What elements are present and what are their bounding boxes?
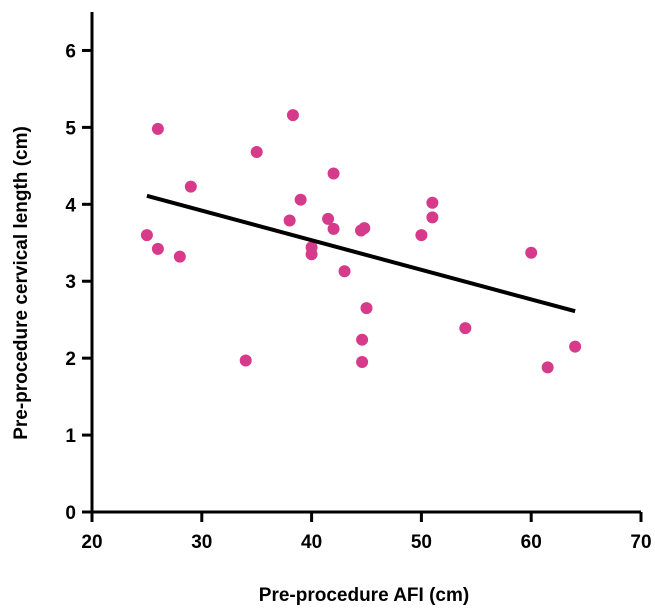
y-tick-label: 6 bbox=[65, 41, 76, 62]
data-point bbox=[173, 250, 186, 263]
data-point bbox=[356, 333, 369, 346]
data-point bbox=[140, 229, 153, 242]
regression-line-group bbox=[146, 193, 576, 314]
data-point bbox=[459, 322, 472, 335]
x-axis-ticks: 20 30 40 50 60 70 bbox=[81, 512, 652, 553]
data-point bbox=[151, 122, 164, 135]
data-point bbox=[294, 193, 307, 206]
data-point bbox=[525, 246, 538, 259]
data-point bbox=[250, 146, 263, 158]
y-tick-label: 0 bbox=[65, 503, 76, 524]
data-point bbox=[338, 265, 351, 278]
x-tick-label: 30 bbox=[191, 532, 212, 553]
data-point bbox=[569, 340, 582, 353]
data-point bbox=[356, 356, 369, 368]
x-tick-label: 70 bbox=[630, 532, 651, 553]
x-tick-label: 40 bbox=[301, 532, 322, 553]
y-tick-label: 5 bbox=[65, 118, 76, 139]
data-point bbox=[327, 167, 340, 180]
data-point bbox=[541, 361, 554, 374]
data-point bbox=[360, 302, 373, 315]
x-axis-title: Pre-procedure AFI (cm) bbox=[259, 585, 469, 606]
data-point bbox=[184, 180, 197, 193]
data-point bbox=[415, 229, 428, 242]
y-tick-label: 2 bbox=[65, 349, 76, 370]
axes bbox=[90, 12, 641, 514]
data-point bbox=[305, 248, 318, 261]
y-axis-ticks: 0 1 2 3 4 5 6 bbox=[65, 41, 92, 524]
y-tick-label: 1 bbox=[65, 426, 76, 447]
x-tick-label: 20 bbox=[81, 532, 102, 553]
regression-line bbox=[146, 193, 576, 314]
data-points bbox=[140, 109, 582, 374]
data-point bbox=[286, 109, 299, 122]
data-point bbox=[426, 196, 439, 209]
data-point bbox=[283, 214, 296, 227]
y-tick-label: 3 bbox=[65, 272, 76, 293]
data-point bbox=[358, 222, 371, 235]
data-point bbox=[322, 212, 335, 225]
data-point bbox=[151, 242, 164, 255]
y-axis-title: Pre-procedure cervical length (cm) bbox=[11, 126, 32, 440]
y-tick-label: 4 bbox=[65, 195, 76, 216]
data-point bbox=[327, 222, 340, 235]
data-point bbox=[239, 354, 252, 367]
x-tick-label: 50 bbox=[411, 532, 432, 553]
x-tick-label: 60 bbox=[521, 532, 542, 553]
data-point bbox=[426, 211, 439, 224]
